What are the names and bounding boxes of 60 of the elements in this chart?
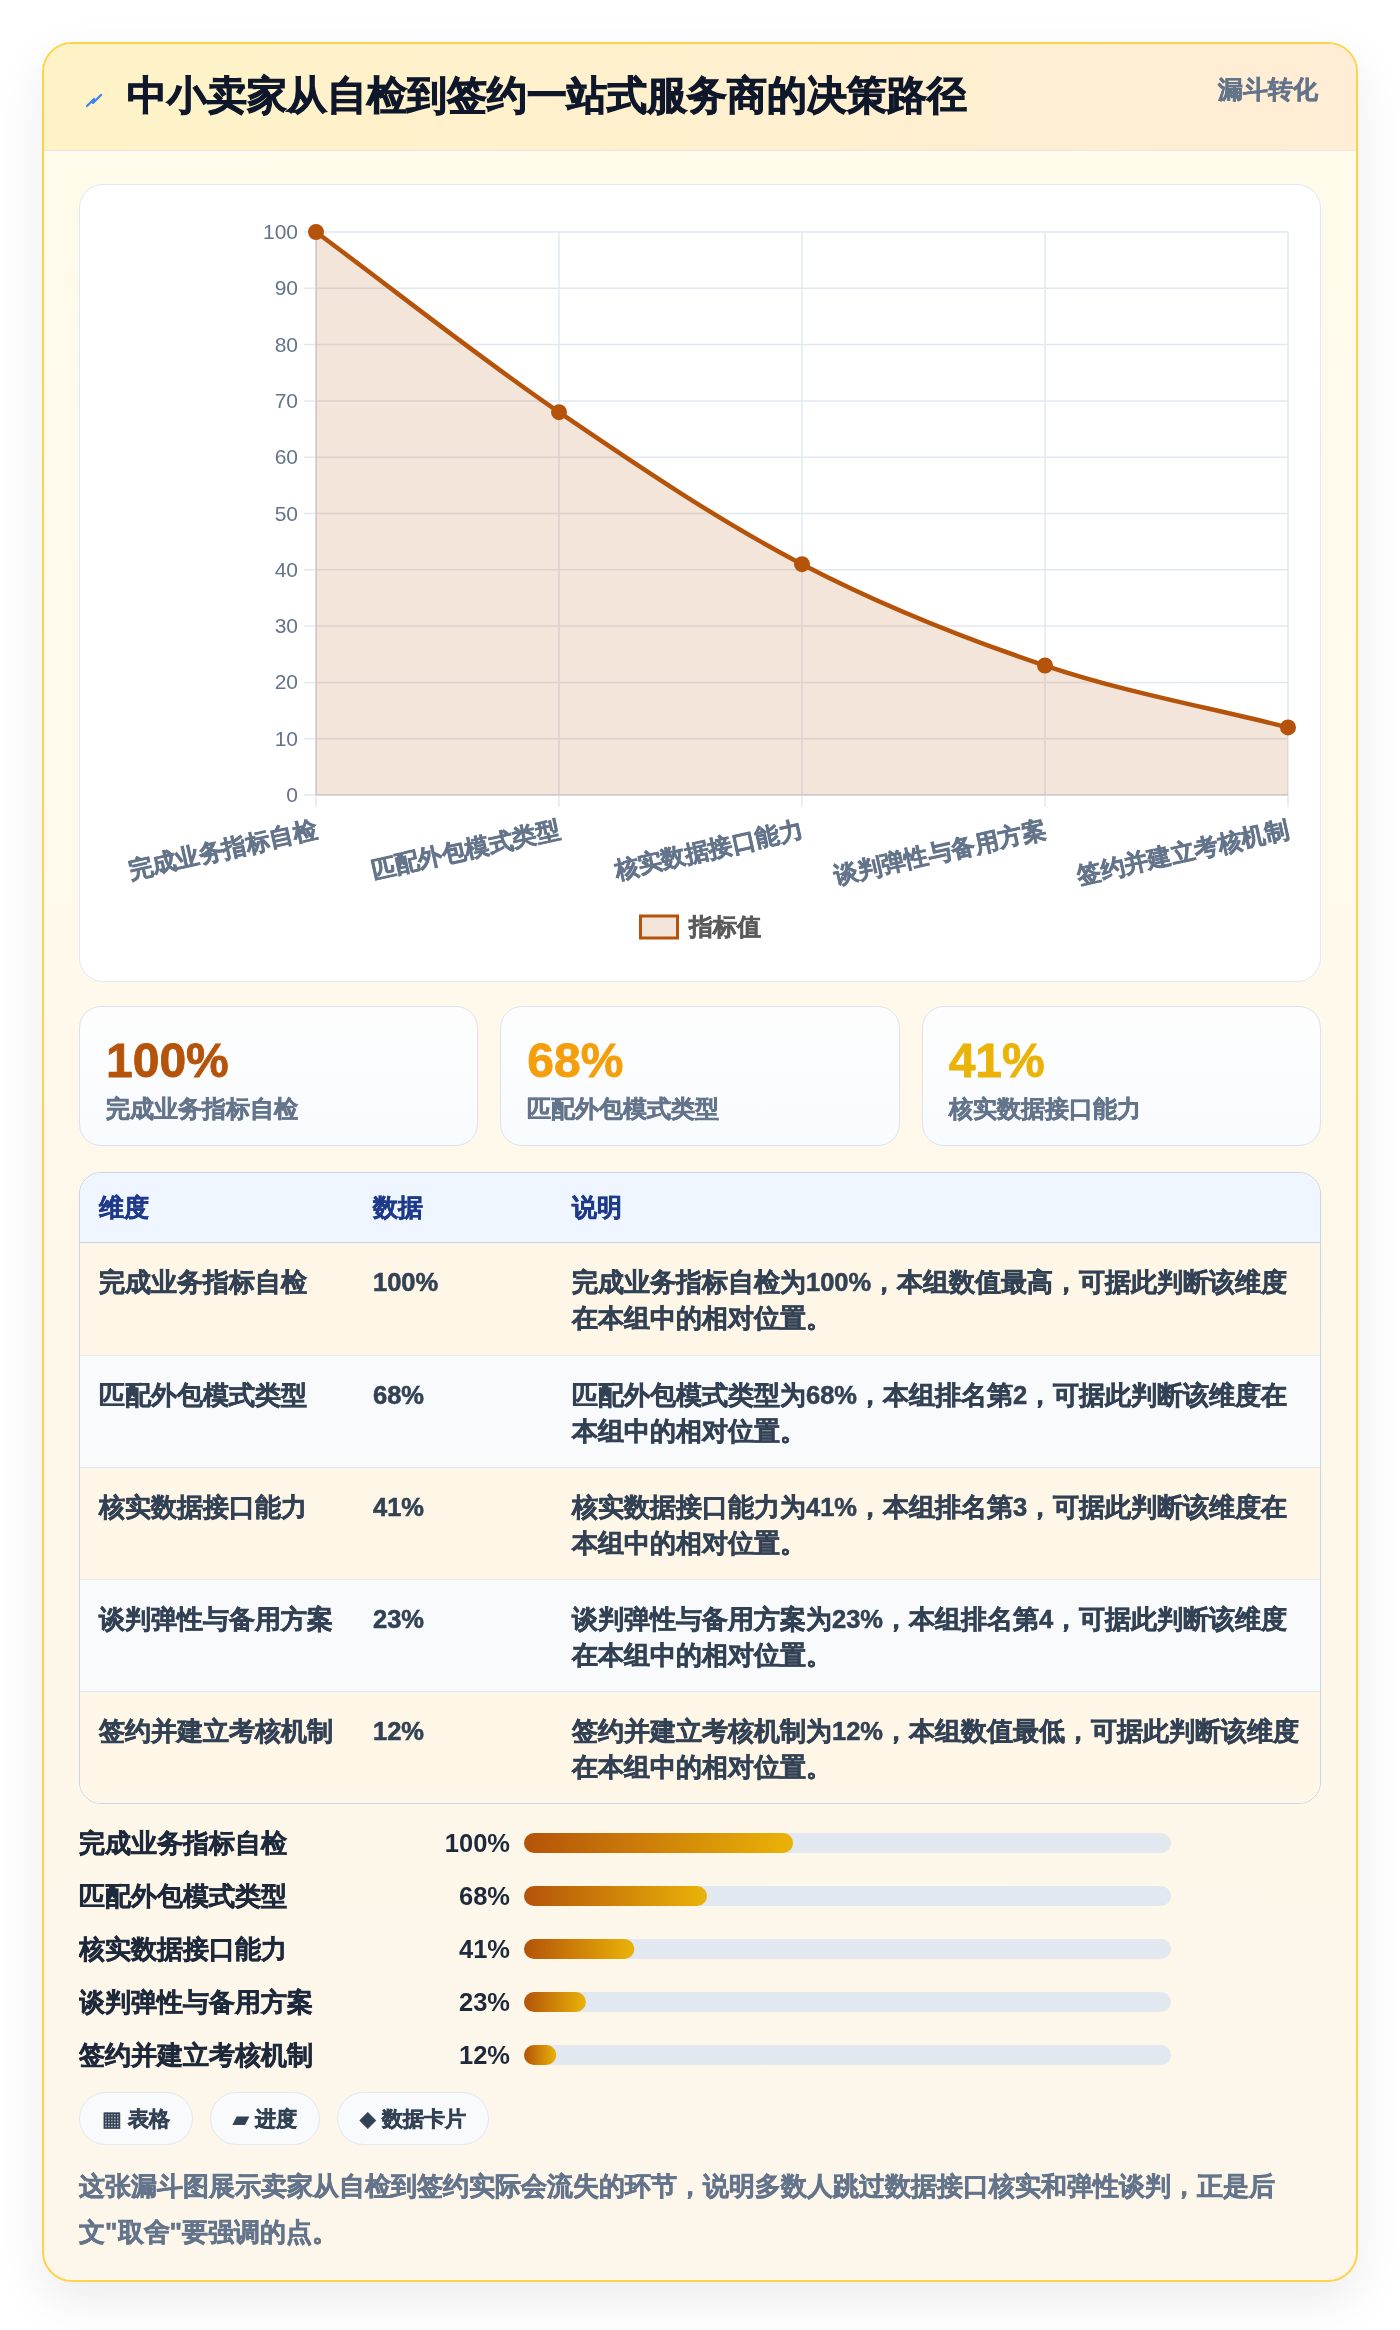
y-tick-label: 谈判弹性与备用方案 [78,1988,313,2016]
text: 签约并建立考核机制为12%，本组数值最低，可据此判断该维度在本组中的相对位置。 [572,1716,1301,1783]
y-tick-label: 60 [274,444,298,468]
text: 68% [373,1380,425,1411]
text: 23% [373,1604,425,1635]
bar [524,1886,708,1906]
y-tick-label: 0 [285,782,298,806]
y-tick-label: 50 [274,501,298,524]
y-tick-label: 40 [274,557,298,581]
point [307,223,324,240]
point [1279,718,1296,735]
text: 这张漏斗图展示卖家从自检到签约实际会流失的环节，说明多数人跳过数据接口核实和弹性谈判，正是后文"取舍"要强调的点。 [79,2170,1276,2249]
y-tick-label: 20 [274,669,298,693]
text: 41% [373,1492,425,1523]
text: 匹配外包模式类型 [527,1094,720,1124]
y-tick-label: 10 [274,726,298,750]
y-tick-label: 核实数据接口能力 [78,1935,287,1963]
data-label: 12% [458,2041,510,2069]
text: 匹配外包模式类型为68%，本组排名第2，可据此判断该维度在本组中的相对位置。 [572,1380,1289,1447]
text: 维度 [99,1192,149,1223]
x-tick-label: 核实数据接口能力 [610,815,805,884]
text: 数据 [373,1192,423,1223]
text: 核实数据接口能力 [948,1094,1141,1124]
text: 谈判弹性与备用方案为23%，本组排名第4，可据此判断该维度在本组中的相对位置。 [572,1604,1289,1671]
text: 说明 [572,1192,622,1223]
y-tick-label: 匹配外包模式类型 [79,1882,287,1910]
point [550,403,567,420]
y-tick-label: 100 [262,219,298,243]
data-label: 23% [458,1988,510,2016]
data-label: 100% [444,1829,510,1857]
bar [524,1992,586,2012]
y-tick-label: 90 [274,275,298,299]
data-label: 41% [458,1935,510,1963]
chart-subtitle: 漏斗转化 [1218,74,1318,105]
y-tick-label: 签约并建立考核机制 [78,2041,313,2069]
category-label: 谈判弹性与备用方案 [99,1604,333,1635]
text: 12% [373,1716,425,1747]
text: 核实数据接口能力为41%，本组排名第3，可据此判断该维度在本组中的相对位置。 [572,1492,1289,1559]
x-tick-label: 签约并建立考核机制 [1072,815,1291,889]
point [1036,657,1053,674]
data-label: 68% [458,1882,510,1910]
point [793,555,810,572]
text: 100% [373,1267,439,1298]
legend-label: 指标值 [687,912,761,940]
text: ▦ 表格 [79,2092,193,2145]
chart-title: 中小卖家从自检到签约一站式服务商的决策路径 [127,72,967,119]
text: 100% [106,1033,229,1089]
category-label: 签约并建立考核机制 [99,1716,333,1747]
text: 完成业务指标自检为100%，本组数值最高，可据此判断该维度在本组中的相对位置。 [572,1267,1289,1334]
text: ◆ 数据卡片 [336,2092,489,2145]
x-tick-label: 谈判弹性与备用方案 [829,815,1048,889]
bar [524,1939,635,1959]
y-tick-label: 70 [274,388,298,412]
text: ▰ 进度 [209,2092,320,2145]
y-tick-label: 30 [274,613,298,637]
y-tick-label: 完成业务指标自检 [79,1829,288,1857]
x-tick-label: 匹配外包模式类型 [368,815,562,883]
text: 41% [948,1033,1045,1089]
text: 68% [527,1033,624,1089]
y-tick-label: 80 [274,332,298,356]
